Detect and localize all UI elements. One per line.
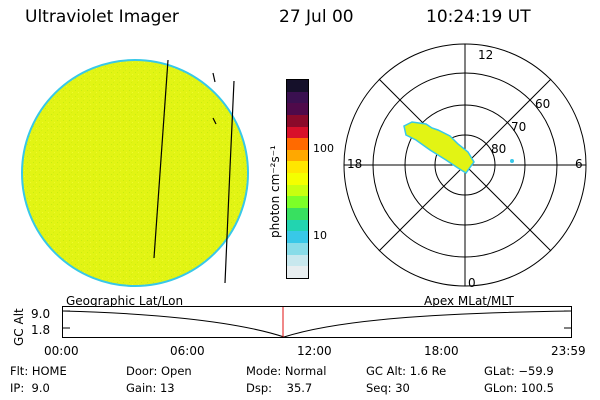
status-dsp: Dsp: 35.7 — [246, 381, 313, 395]
status-seq: Seq: 30 — [366, 381, 410, 395]
polar-plot — [343, 43, 587, 287]
alt-tick-1.8: 1.8 — [31, 323, 51, 337]
geo-disk — [21, 59, 249, 287]
status-glat: GLat: −59.9 — [484, 364, 554, 378]
colorbar-band — [287, 173, 308, 185]
colorbar-band — [287, 138, 308, 150]
grid-tick — [212, 117, 217, 125]
alt-tick-9: 9.0 — [31, 307, 51, 321]
status-gain: Gain: 13 — [126, 381, 175, 395]
geo-map-label: Geographic Lat/Lon — [66, 294, 184, 308]
grid-tick — [212, 72, 216, 83]
colorbar-band — [287, 91, 308, 104]
colorbar-band — [287, 231, 308, 243]
time-tick-1200: 12:00 — [297, 344, 332, 358]
colorbar-band — [287, 161, 308, 174]
status-flt: Flt: HOME — [10, 364, 67, 378]
instrument-title: Ultraviolet Imager — [25, 7, 179, 27]
date-label: 27 Jul 00 — [279, 7, 354, 27]
mlt-label-18: 18 — [347, 157, 363, 171]
polar-plot-label: Apex MLat/MLT — [424, 294, 514, 308]
mlt-label-6: 6 — [575, 157, 583, 171]
lat-label-70: 70 — [511, 120, 527, 134]
colorbar-band — [287, 103, 308, 115]
colorbar-tick-10: 10 — [313, 229, 327, 242]
altitude-curve — [62, 310, 572, 338]
colorbar-band — [287, 208, 308, 220]
colorbar-band — [287, 184, 308, 197]
colorbar-band — [287, 80, 308, 92]
time-tick-1800: 18:00 — [424, 344, 459, 358]
colorbar-band — [287, 242, 308, 255]
status-gc-alt: GC Alt: 1.6 Re — [366, 364, 447, 378]
colorbar-band — [287, 149, 308, 162]
aurora-region — [403, 121, 475, 175]
aurora-spot — [510, 159, 514, 163]
altitude-plot — [62, 306, 572, 338]
geographic-image — [21, 59, 249, 287]
mlt-label-12: 12 — [478, 48, 494, 62]
mlt-label-0: 0 — [468, 276, 476, 290]
lat-label-80: 80 — [491, 142, 507, 156]
longitude-line-right — [224, 80, 235, 284]
colorbar-band — [287, 114, 308, 127]
status-glon: GLon: 100.5 — [484, 381, 554, 395]
status-mode: Mode: Normal — [246, 364, 327, 378]
time-label: 10:24:19 UT — [426, 7, 531, 27]
colorbar-unit-label: photon cm⁻²s⁻¹ — [268, 145, 282, 238]
colorbar-band — [287, 196, 308, 209]
colorbar-band — [287, 219, 308, 232]
lat-label-60: 60 — [535, 97, 551, 111]
colorbar-band — [287, 126, 308, 139]
time-tick-0600: 06:00 — [170, 344, 205, 358]
colorbar — [286, 79, 309, 279]
colorbar-tick-100: 100 — [313, 142, 334, 155]
longitude-line-left — [153, 59, 169, 259]
colorbar-band — [287, 266, 308, 278]
gc-alt-axis-label: GC Alt — [12, 308, 26, 346]
status-ip: IP: 9.0 — [10, 381, 50, 395]
colorbar-band — [287, 254, 308, 267]
time-tick-0000: 00:00 — [44, 344, 79, 358]
time-tick-2359: 23:59 — [551, 344, 586, 358]
status-door: Door: Open — [126, 364, 192, 378]
